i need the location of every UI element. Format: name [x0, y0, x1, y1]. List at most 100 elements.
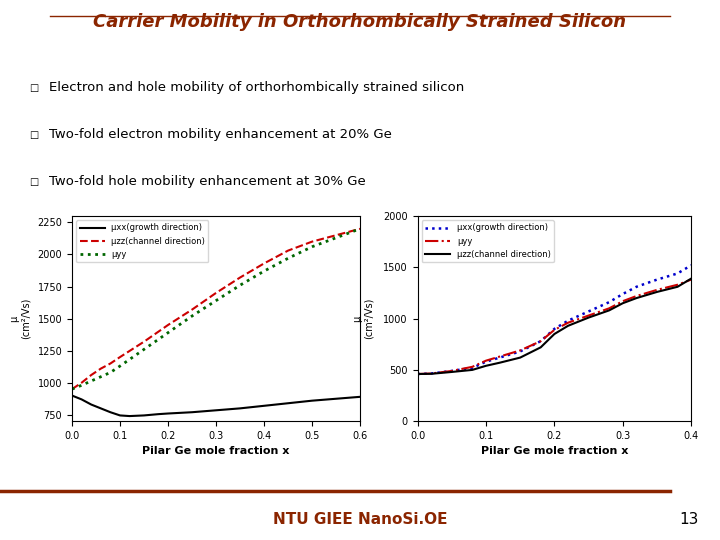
μyy: [356, 226, 364, 232]
Line: μxx(growth direction): μxx(growth direction): [72, 395, 360, 416]
μxx(growth direction): [163, 410, 172, 417]
μxx(growth direction): [68, 392, 76, 399]
μyy: [212, 298, 220, 304]
μzz(channel direction): [495, 360, 504, 366]
μxx(growth direction): [632, 284, 641, 290]
μzz(channel direction): [427, 370, 436, 377]
μyy: [413, 371, 422, 377]
X-axis label: Pilar Ge mole fraction x: Pilar Ge mole fraction x: [481, 447, 628, 456]
μyy: [495, 353, 504, 360]
μzz(channel direction): [618, 300, 627, 307]
μyy: [91, 376, 100, 382]
μzz(channel direction): [564, 322, 572, 329]
μxx(growth direction): [116, 412, 125, 418]
μyy: [673, 281, 682, 288]
μyy: [584, 312, 593, 319]
μyy: [235, 282, 244, 288]
μzz(channel direction): [516, 354, 524, 361]
Text: Two-fold electron mobility enhancement at 20% Ge: Two-fold electron mobility enhancement a…: [49, 128, 392, 141]
μzz(channel direction): [188, 306, 197, 313]
μzz(channel direction): [332, 232, 341, 239]
μxx(growth direction): [106, 409, 114, 415]
μyy: [550, 327, 559, 333]
μyy: [77, 382, 86, 389]
Text: □: □: [29, 177, 38, 186]
μzz(channel direction): [96, 366, 105, 372]
μxx(growth direction): [307, 397, 316, 404]
μxx(growth direction): [212, 407, 220, 414]
μzz(channel direction): [77, 380, 86, 386]
μzz(channel direction): [212, 289, 220, 296]
μyy: [482, 357, 490, 364]
μzz(channel direction): [536, 344, 545, 350]
μxx(growth direction): [125, 413, 134, 419]
μxx(growth direction): [447, 368, 456, 374]
μyy: [284, 255, 292, 261]
μyy: [116, 363, 125, 369]
μzz(channel direction): [447, 369, 456, 375]
μzz(channel direction): [307, 238, 316, 245]
μxx(growth direction): [413, 371, 422, 377]
Text: μ
(cm²/Vs): μ (cm²/Vs): [9, 298, 31, 339]
μzz(channel direction): [140, 339, 148, 345]
μzz(channel direction): [116, 354, 125, 360]
μxx(growth direction): [140, 412, 148, 418]
μyy: [68, 386, 76, 393]
Text: □: □: [29, 130, 38, 139]
μzz(channel direction): [235, 274, 244, 281]
Text: μ
(cm²/Vs): μ (cm²/Vs): [352, 298, 374, 339]
Line: μxx(growth direction): μxx(growth direction): [418, 265, 691, 374]
X-axis label: Pilar Ge mole fraction x: Pilar Ge mole fraction x: [143, 447, 289, 456]
μxx(growth direction): [652, 276, 661, 283]
Line: μzz(channel direction): μzz(channel direction): [72, 229, 360, 389]
μxx(growth direction): [482, 359, 490, 365]
μyy: [605, 305, 613, 312]
μzz(channel direction): [260, 260, 269, 267]
μxx(growth direction): [618, 291, 627, 297]
μxx(growth direction): [536, 338, 545, 345]
μzz(channel direction): [413, 371, 422, 377]
μxx(growth direction): [516, 348, 524, 355]
μyy: [564, 320, 572, 326]
μxx(growth direction): [427, 370, 436, 377]
Legend: μxx(growth direction), μzz(channel direction), μyy: μxx(growth direction), μzz(channel direc…: [76, 220, 208, 262]
μxx(growth direction): [495, 354, 504, 361]
μzz(channel direction): [87, 372, 96, 378]
μzz(channel direction): [584, 314, 593, 321]
μxx(growth direction): [188, 409, 197, 415]
μyy: [468, 363, 477, 370]
μyy: [188, 313, 197, 319]
μxx(growth direction): [564, 318, 572, 324]
μxx(growth direction): [154, 411, 163, 417]
μyy: [536, 338, 545, 345]
μxx(growth direction): [87, 401, 96, 408]
μyy: [632, 293, 641, 299]
Text: Two-fold hole mobility enhancement at 30% Ge: Two-fold hole mobility enhancement at 30…: [49, 175, 366, 188]
μxx(growth direction): [673, 270, 682, 276]
Text: □: □: [29, 83, 38, 92]
μyy: [618, 298, 627, 305]
μzz(channel direction): [550, 330, 559, 337]
μxx(growth direction): [77, 396, 86, 403]
μxx(growth direction): [584, 308, 593, 315]
μzz(channel direction): [673, 284, 682, 290]
μzz(channel direction): [356, 226, 364, 232]
μxx(growth direction): [332, 395, 341, 402]
μxx(growth direction): [468, 364, 477, 371]
Line: μyy: μyy: [418, 280, 691, 374]
Text: NTU GIEE NanoSi.OE: NTU GIEE NanoSi.OE: [273, 512, 447, 526]
Text: 13: 13: [679, 512, 698, 526]
μzz(channel direction): [284, 247, 292, 254]
μyy: [652, 287, 661, 293]
μyy: [140, 346, 148, 353]
μyy: [427, 370, 436, 377]
μyy: [332, 234, 341, 241]
μyy: [516, 347, 524, 354]
μxx(growth direction): [284, 400, 292, 407]
μxx(growth direction): [96, 405, 105, 411]
μxx(growth direction): [260, 403, 269, 409]
μyy: [163, 329, 172, 336]
Text: Carrier Mobility in Orthorhombically Strained Silicon: Carrier Mobility in Orthorhombically Str…: [94, 13, 626, 31]
μxx(growth direction): [356, 394, 364, 400]
μzz(channel direction): [632, 295, 641, 301]
